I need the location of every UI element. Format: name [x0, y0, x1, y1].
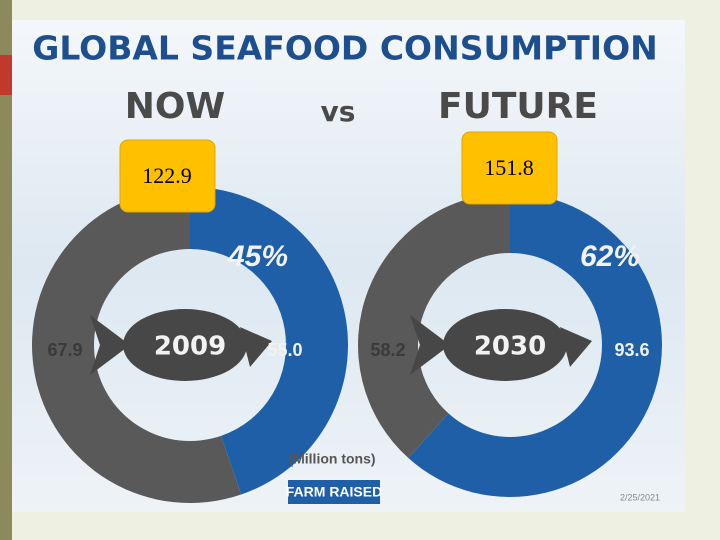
- total-box: [119, 139, 216, 213]
- donut-segment: [408, 193, 662, 498]
- header-left: NOW: [125, 86, 225, 127]
- year-label: 2009: [154, 332, 226, 362]
- legend-label: FARM RAISED: [286, 484, 382, 500]
- share-label: 62%: [580, 240, 640, 273]
- total-box: [461, 131, 558, 205]
- fish-tail: [90, 315, 130, 375]
- fish-head: [240, 327, 272, 367]
- charts: 2009 67.9 55.0 45% 122.9 2030 58.2 93.6 62% 151.8: [32, 131, 662, 503]
- donut-segment: [32, 187, 242, 503]
- value-label: 67.9: [47, 340, 82, 360]
- donut-segment: [357, 193, 510, 459]
- total-label: 151.8: [484, 155, 534, 180]
- value-label: 55.0: [267, 340, 302, 360]
- side-accent: [0, 55, 12, 95]
- year-label: 2030: [474, 332, 546, 362]
- legend-swatch: [288, 480, 380, 504]
- side-bar: [0, 0, 12, 540]
- unit-label: (Million tons): [288, 451, 375, 467]
- share-label: 45%: [227, 240, 288, 273]
- fish-tail: [410, 315, 450, 375]
- header-middle: vs: [321, 95, 356, 128]
- slide-date: 2/25/2021: [620, 492, 660, 502]
- fish-body: [123, 309, 247, 381]
- donut-segment: [190, 187, 349, 495]
- total-label: 122.9: [142, 163, 192, 188]
- header-right: FUTURE: [438, 86, 598, 127]
- title: GLOBAL SEAFOOD CONSUMPTION: [32, 29, 658, 68]
- fish-head: [560, 327, 592, 367]
- value-label: 58.2: [370, 340, 405, 360]
- fish-body: [443, 309, 567, 381]
- value-label: 93.6: [614, 340, 649, 360]
